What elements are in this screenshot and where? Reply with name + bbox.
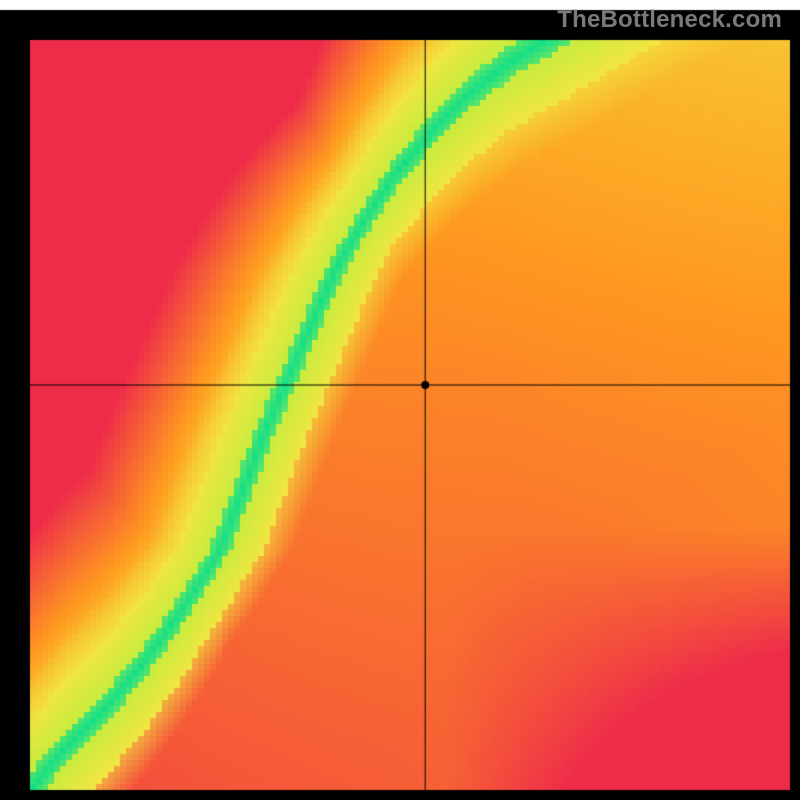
chart-container: TheBottleneck.com (0, 0, 800, 800)
watermark-label: TheBottleneck.com (557, 6, 782, 34)
bottleneck-heatmap (0, 0, 800, 800)
